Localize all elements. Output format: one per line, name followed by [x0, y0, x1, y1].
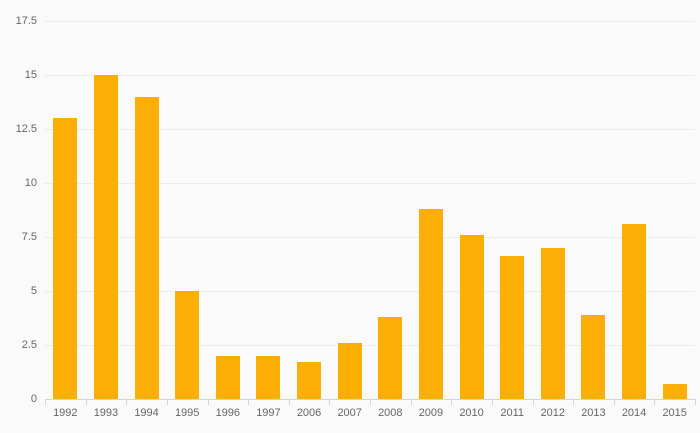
y-gridline: [45, 182, 695, 184]
x-axis-category-label: 1993: [93, 407, 119, 419]
bar-2011[interactable]: [500, 256, 525, 399]
x-axis-tick: [207, 399, 209, 405]
x-axis-category-label: 2015: [662, 407, 687, 419]
x-axis-category-label: 2007: [337, 407, 362, 419]
x-axis-tick: [654, 399, 656, 405]
bar-2008[interactable]: [378, 316, 403, 399]
y-axis-tick-label: 17.5: [15, 15, 37, 27]
y-axis-tick-label: 12.5: [15, 123, 37, 135]
y-axis-tick-label: 2.5: [21, 339, 37, 351]
bar-1994[interactable]: [134, 96, 159, 399]
x-axis-category-label: 2009: [418, 407, 444, 419]
bar-1992[interactable]: [53, 118, 78, 399]
x-axis-tick: [370, 399, 371, 405]
bar-1996[interactable]: [215, 355, 240, 399]
x-axis-category-label: 1996: [215, 407, 241, 419]
bar-2009[interactable]: [418, 208, 443, 399]
y-gridline: [45, 128, 695, 130]
bar-2010[interactable]: [459, 234, 484, 399]
y-gridline: [45, 290, 695, 292]
bar-1997[interactable]: [256, 355, 281, 399]
x-axis-tick: [573, 399, 575, 405]
y-axis-tick-label: 7.5: [21, 231, 37, 243]
y-gridline: [45, 344, 695, 346]
x-axis-tick: [410, 399, 412, 405]
x-axis-category-label: 1997: [256, 407, 281, 419]
bar-2013[interactable]: [581, 314, 606, 399]
bar-1993[interactable]: [93, 75, 118, 399]
x-axis-tick: [532, 399, 534, 405]
x-axis-category-label: 2006: [296, 407, 322, 419]
y-axis-tick-label: 10: [24, 177, 37, 189]
x-axis-tick: [248, 399, 250, 405]
x-axis-tick: [695, 399, 696, 405]
x-axis-tick: [166, 399, 168, 405]
y-axis-tick-label: 5: [30, 285, 37, 297]
x-axis-category-label: 2014: [621, 407, 647, 419]
y-gridline: [45, 20, 695, 22]
x-axis-category-label: 1992: [53, 407, 78, 419]
y-axis-tick-label: 15: [24, 69, 37, 81]
x-axis-category-label: 2012: [540, 407, 566, 419]
x-axis-category-label: 1994: [134, 407, 159, 419]
x-axis-category-label: 2011: [500, 407, 525, 419]
x-axis-category-label: 2008: [378, 407, 403, 419]
x-axis-tick: [85, 399, 87, 405]
bar-2014[interactable]: [622, 224, 647, 399]
bar-2006[interactable]: [297, 362, 322, 399]
bar-2015[interactable]: [662, 383, 687, 399]
y-gridline: [45, 74, 695, 76]
x-axis-tick: [613, 399, 615, 405]
x-axis-tick: [491, 399, 493, 405]
y-axis-tick-label: 0: [30, 393, 37, 405]
x-axis-tick: [451, 399, 453, 405]
x-axis-tick: [288, 399, 290, 405]
x-axis-category-label: 2013: [581, 407, 606, 419]
y-gridline: [45, 236, 695, 238]
x-axis-tick: [329, 399, 331, 405]
x-axis-category-label: 1995: [174, 407, 200, 419]
x-axis-tick: [126, 399, 128, 405]
bar-2007[interactable]: [337, 342, 362, 399]
x-axis-category-label: 2010: [459, 407, 484, 419]
bar-2012[interactable]: [540, 247, 565, 399]
x-axis-tick: [45, 399, 46, 405]
bar-1995[interactable]: [175, 291, 200, 399]
